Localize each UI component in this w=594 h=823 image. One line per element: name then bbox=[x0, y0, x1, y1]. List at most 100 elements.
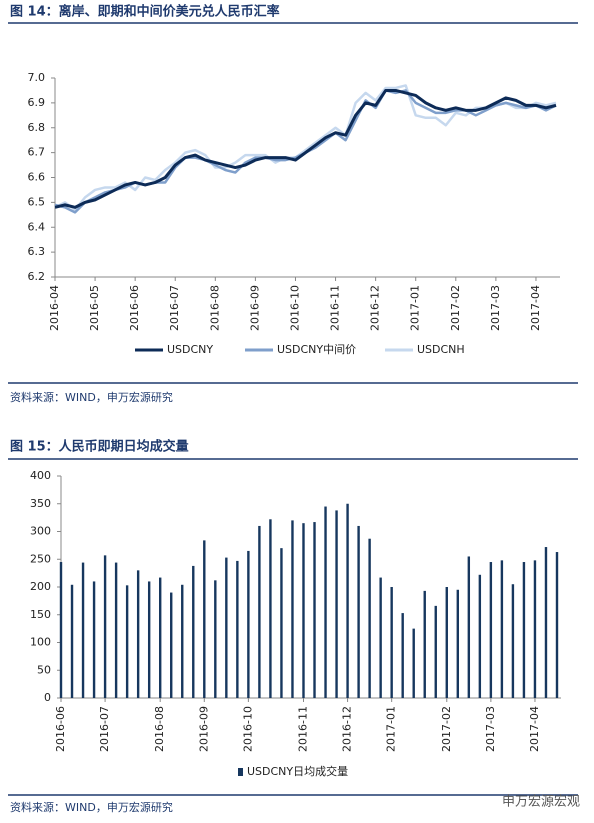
bar bbox=[434, 605, 437, 698]
x-tick-label: 2016-10 bbox=[241, 706, 254, 752]
x-tick-label: 2017-01 bbox=[409, 285, 422, 331]
y-tick-label: 6.8 bbox=[28, 121, 46, 134]
figure-title: 图 14：离岸、即期和中间价美元兑人民币汇率 bbox=[10, 4, 280, 20]
y-tick-label: 6.4 bbox=[28, 220, 46, 233]
bar bbox=[489, 562, 493, 698]
bar bbox=[445, 587, 448, 698]
bar bbox=[456, 589, 459, 698]
y-tick-label: 300 bbox=[30, 525, 51, 538]
y-tick-label: 6.6 bbox=[28, 171, 46, 184]
bar bbox=[225, 557, 228, 698]
bar bbox=[467, 556, 471, 698]
bar bbox=[390, 587, 393, 698]
x-tick-label: 2017-02 bbox=[440, 706, 453, 752]
bar bbox=[291, 520, 294, 698]
x-tick-label: 2016-07 bbox=[168, 285, 181, 331]
legend-label: USDCNH bbox=[417, 343, 465, 356]
bar bbox=[203, 540, 206, 698]
bar bbox=[412, 628, 415, 698]
x-tick-label: 2016-08 bbox=[208, 285, 221, 331]
bar bbox=[103, 555, 107, 698]
y-tick-label: 6.5 bbox=[28, 195, 46, 208]
bar bbox=[114, 562, 118, 698]
x-tick-label: 2016-12 bbox=[369, 285, 382, 331]
bar bbox=[147, 581, 151, 698]
bar bbox=[159, 577, 162, 698]
bar bbox=[302, 523, 305, 698]
bar bbox=[181, 584, 184, 698]
bar bbox=[522, 562, 526, 698]
x-tick-label: 2016-12 bbox=[341, 706, 354, 752]
y-tick-label: 100 bbox=[30, 636, 51, 649]
bar bbox=[269, 519, 272, 698]
x-tick-label: 2016-08 bbox=[153, 706, 166, 752]
x-tick-label: 2017-02 bbox=[449, 285, 462, 331]
series-line bbox=[54, 84, 557, 212]
bar bbox=[368, 538, 371, 698]
y-tick-label: 6.2 bbox=[28, 270, 46, 283]
bar bbox=[533, 560, 537, 698]
bar bbox=[280, 548, 283, 698]
bar bbox=[92, 581, 96, 698]
bar bbox=[125, 585, 129, 698]
bar bbox=[511, 584, 515, 698]
bar bbox=[170, 592, 173, 698]
source-note: 资料来源：WIND，申万宏源研究 bbox=[10, 390, 173, 404]
bar bbox=[247, 550, 250, 698]
bar bbox=[324, 506, 327, 698]
x-tick-label: 2016-04 bbox=[48, 285, 61, 331]
y-tick-label: 250 bbox=[30, 552, 51, 565]
x-tick-label: 2016-09 bbox=[248, 285, 261, 331]
source-note: 资料来源：WIND，申万宏源研究 bbox=[10, 800, 173, 814]
x-tick-label: 2017-03 bbox=[489, 285, 502, 331]
bar bbox=[258, 525, 261, 698]
bar bbox=[236, 560, 239, 698]
x-tick-label: 2017-01 bbox=[385, 706, 398, 752]
bar bbox=[70, 584, 74, 698]
bar bbox=[136, 570, 140, 698]
bar bbox=[544, 547, 548, 698]
bar bbox=[423, 590, 426, 698]
y-tick-label: 6.3 bbox=[28, 245, 46, 258]
bar bbox=[59, 562, 63, 698]
y-tick-label: 7.0 bbox=[28, 71, 46, 84]
y-tick-label: 400 bbox=[30, 469, 51, 482]
legend-label: USDCNY日均成交量 bbox=[247, 764, 348, 778]
y-tick-label: 350 bbox=[30, 497, 51, 510]
x-tick-label: 2016-11 bbox=[329, 285, 342, 331]
y-tick-label: 50 bbox=[37, 663, 51, 676]
bar bbox=[346, 503, 349, 698]
bar bbox=[555, 552, 559, 698]
x-tick-label: 2016-06 bbox=[128, 285, 141, 331]
x-tick-label: 2017-04 bbox=[529, 285, 542, 331]
y-tick-label: 0 bbox=[44, 691, 51, 704]
x-tick-label: 2017-04 bbox=[528, 706, 541, 752]
bar bbox=[379, 577, 382, 698]
series-line bbox=[54, 88, 557, 209]
x-tick-label: 2016-06 bbox=[54, 706, 67, 752]
bar bbox=[313, 522, 316, 698]
watermark: 申万宏源宏观 bbox=[502, 795, 580, 810]
bar bbox=[357, 525, 360, 698]
bar bbox=[478, 574, 482, 698]
legend-swatch bbox=[238, 768, 243, 776]
legend-label: USDCNY中间价 bbox=[277, 343, 356, 356]
bar bbox=[81, 562, 85, 698]
bar bbox=[192, 565, 195, 698]
x-tick-label: 2017-03 bbox=[484, 706, 497, 752]
y-tick-label: 200 bbox=[30, 580, 51, 593]
bar bbox=[214, 580, 217, 698]
x-tick-label: 2016-07 bbox=[98, 706, 111, 752]
x-tick-label: 2016-11 bbox=[296, 706, 309, 752]
y-tick-label: 6.9 bbox=[28, 96, 46, 109]
bar bbox=[335, 510, 338, 698]
x-tick-label: 2016-05 bbox=[88, 285, 101, 331]
legend-label: USDCNY bbox=[167, 343, 213, 356]
bar bbox=[500, 560, 504, 698]
bar bbox=[401, 613, 404, 698]
y-tick-label: 6.7 bbox=[28, 146, 46, 159]
y-tick-label: 150 bbox=[30, 608, 51, 621]
x-tick-label: 2016-10 bbox=[288, 285, 301, 331]
x-tick-label: 2016-09 bbox=[197, 706, 210, 752]
